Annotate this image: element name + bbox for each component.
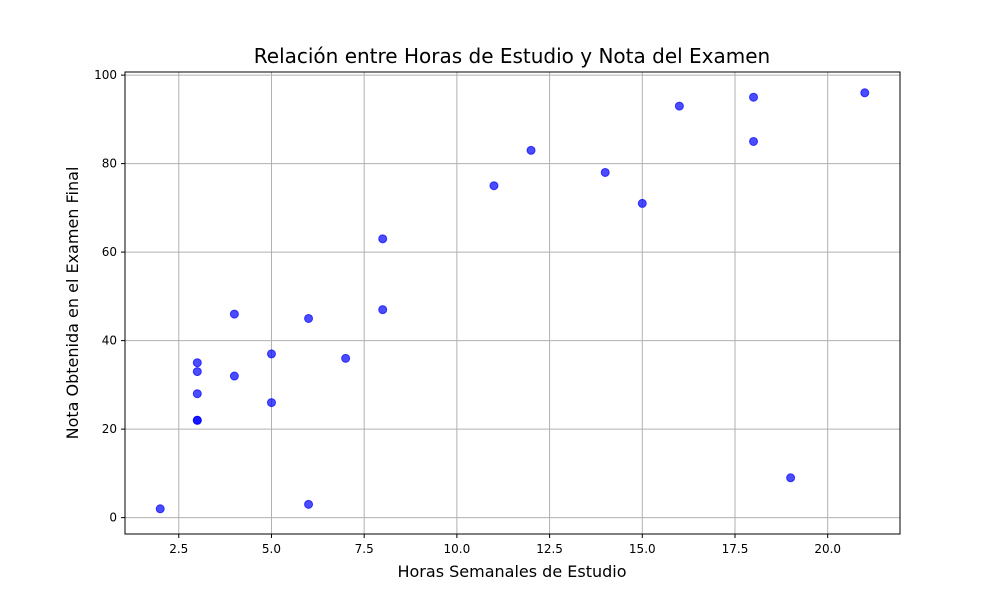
x-tick-label: 7.5 [355, 542, 374, 556]
x-tick-label: 17.5 [722, 542, 749, 556]
y-tick-label: 0 [109, 511, 117, 525]
data-point [489, 181, 499, 191]
data-point [192, 367, 202, 377]
y-tick-label: 100 [94, 68, 117, 82]
data-point [304, 499, 314, 509]
x-axis-label: Horas Semanales de Estudio [397, 562, 626, 581]
data-point [786, 473, 796, 483]
data-point [749, 136, 759, 146]
data-point [378, 234, 388, 244]
data-point [229, 309, 239, 319]
x-tick-label: 2.5 [169, 542, 188, 556]
data-point [229, 371, 239, 381]
x-tick-label: 20.0 [814, 542, 841, 556]
data-point [378, 305, 388, 315]
x-tick-label: 10.0 [444, 542, 471, 556]
x-tick-label: 12.5 [536, 542, 563, 556]
data-point [600, 167, 610, 177]
data-point [266, 349, 276, 359]
y-tick-label: 20 [102, 422, 117, 436]
y-tick-label: 80 [102, 157, 117, 171]
data-point [860, 88, 870, 98]
y-tick-label: 60 [102, 245, 117, 259]
data-point [266, 398, 276, 408]
data-point [637, 198, 647, 208]
y-axis-label: Nota Obtenida en el Examen Final [63, 167, 82, 440]
data-point [192, 389, 202, 399]
data-point [192, 358, 202, 368]
data-point [155, 504, 165, 514]
data-point [749, 92, 759, 102]
plot-frame [124, 71, 901, 535]
grid [125, 72, 900, 534]
data-points [155, 88, 870, 514]
y-tick-label: 40 [102, 334, 117, 348]
data-point [674, 101, 684, 111]
x-tick-label: 5.0 [262, 542, 281, 556]
x-tick-label: 15.0 [629, 542, 656, 556]
data-point [192, 415, 202, 425]
data-point [341, 353, 351, 363]
data-point [304, 313, 314, 323]
chart-title: Relación entre Horas de Estudio y Nota d… [254, 44, 770, 68]
axis-ticks: 2.5 5.0 7.5 10.0 12.5 15.0 17.5 20.0 0 20 40 60 80 10… [94, 68, 841, 556]
data-point [526, 145, 536, 155]
